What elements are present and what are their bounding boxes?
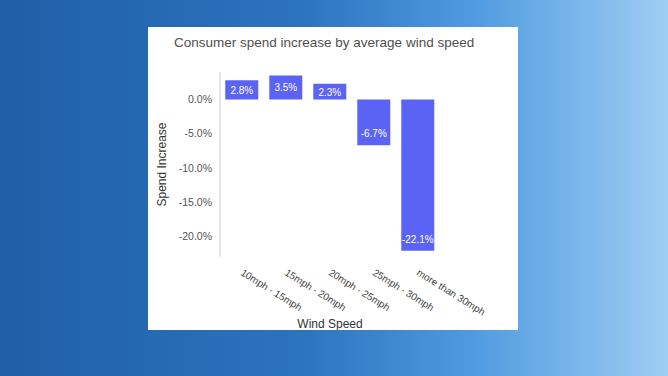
svg-text:-6.7%: -6.7% xyxy=(361,128,387,139)
html-text:Consumer spend increase by ave: Consumer spend increase by average wind … xyxy=(174,35,475,50)
svg-text:Spend Increase: Spend Increase xyxy=(155,122,169,206)
svg-text:2.3%: 2.3% xyxy=(318,87,341,98)
svg-text:Wind Speed: Wind Speed xyxy=(297,317,362,330)
svg-text:3.5%: 3.5% xyxy=(274,82,297,93)
svg-text:more than 30mph: more than 30mph xyxy=(415,267,487,318)
svg-text:-22.1%: -22.1% xyxy=(402,234,434,245)
svg-text:-15.0%: -15.0% xyxy=(179,196,212,208)
svg-text:-5.0%: -5.0% xyxy=(185,127,212,139)
svg-text:2.8%: 2.8% xyxy=(230,85,253,96)
svg-text:20mph - 25mph: 20mph - 25mph xyxy=(326,266,393,314)
svg-text:25mph - 30mph: 25mph - 30mph xyxy=(370,266,437,314)
svg-text:-10.0%: -10.0% xyxy=(179,162,212,174)
svg-text:10mph - 15mph: 10mph - 15mph xyxy=(238,266,305,314)
svg-text:15mph - 20mph: 15mph - 20mph xyxy=(282,266,349,314)
svg-text:0.0%: 0.0% xyxy=(188,93,212,105)
svg-text:-20.0%: -20.0% xyxy=(179,230,212,242)
